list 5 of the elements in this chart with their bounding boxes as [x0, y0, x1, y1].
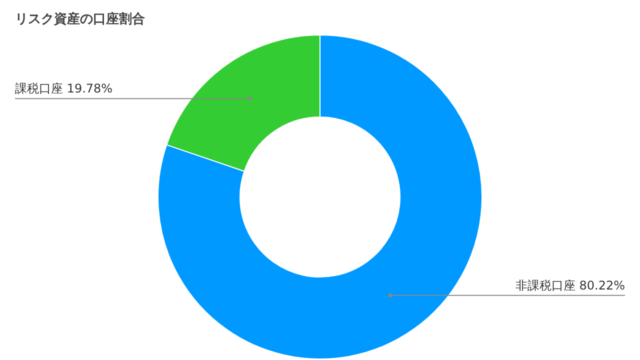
data-label: 19.78%	[66, 82, 113, 96]
chart-title: リスク資産の口座割合	[15, 11, 145, 27]
slice-label: 課税口座	[15, 82, 67, 96]
slice-label: 非課税口座	[515, 278, 580, 292]
data-label: 80.22%	[579, 278, 625, 292]
